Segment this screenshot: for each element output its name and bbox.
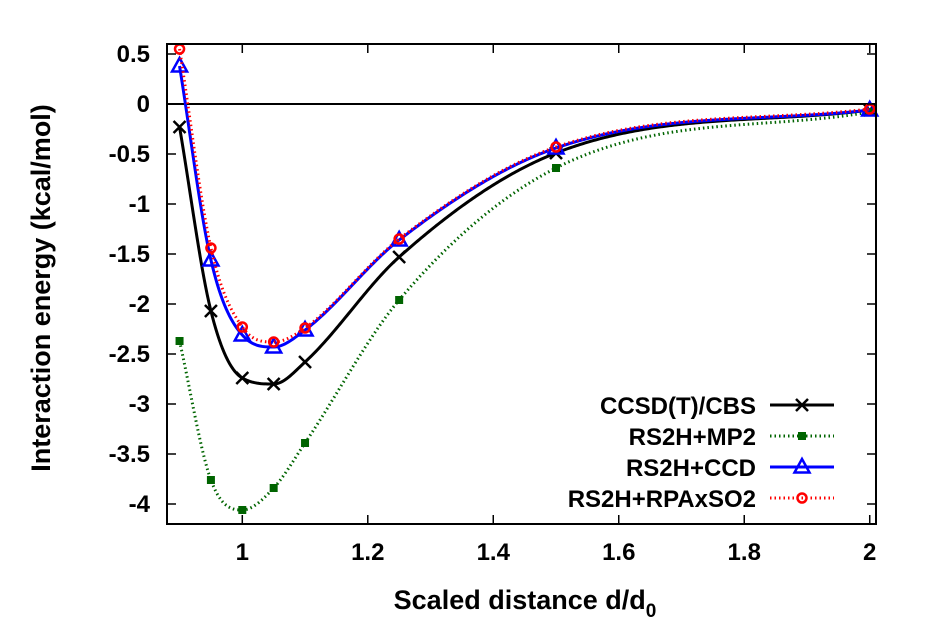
legend-label: RS2H+MP2 bbox=[629, 424, 756, 451]
data-point-rs2h-rpaxso2 bbox=[299, 322, 311, 334]
x-axis-label-subscript: 0 bbox=[646, 601, 657, 622]
legend-swatch-marker bbox=[796, 492, 808, 504]
data-point-rs2h-mp2 bbox=[301, 439, 310, 447]
data-point-rs2h-rpaxso2 bbox=[267, 336, 280, 348]
legend-label: RS2H+CCD bbox=[626, 455, 756, 482]
data-point-rs2h-ccd bbox=[232, 324, 252, 342]
y-axis-label: Interaction energy (kcal/mol) bbox=[26, 104, 56, 472]
legend-label: CCSD(T)/CBS bbox=[600, 393, 756, 420]
data-point-ccsd-t-cbs bbox=[392, 250, 407, 264]
data-point-rs2h-mp2 bbox=[552, 164, 561, 172]
legend-swatch-marker bbox=[792, 456, 812, 474]
y-tick-label: -2 bbox=[129, 291, 150, 318]
legend-item-rs2h-ccd: RS2H+CCD bbox=[626, 455, 834, 482]
series-line-rs2h-rpaxso2 bbox=[178, 48, 870, 344]
legend-swatch-marker bbox=[795, 398, 809, 412]
series-line-ccsd-t-cbs bbox=[178, 108, 870, 386]
y-tick-label: -4 bbox=[129, 491, 151, 518]
x-tick-label: 1.6 bbox=[602, 539, 635, 566]
data-point-rs2h-rpaxso2 bbox=[205, 242, 217, 254]
legend-item-ccsd-t-cbs: CCSD(T)/CBS bbox=[600, 393, 834, 420]
data-point-rs2h-mp2 bbox=[175, 337, 184, 345]
legend-swatch-marker bbox=[798, 432, 806, 440]
y-tick-label: -1.5 bbox=[109, 241, 150, 268]
data-point-rs2h-rpaxso2 bbox=[173, 43, 186, 55]
data-point-rs2h-ccd bbox=[169, 55, 190, 73]
data-point-rs2h-rpaxso2 bbox=[236, 321, 249, 333]
data-point-ccsd-t-cbs bbox=[172, 120, 187, 134]
data-point-ccsd-t-cbs bbox=[204, 304, 218, 318]
y-tick-label: -3.5 bbox=[109, 441, 150, 468]
data-point-rs2h-mp2 bbox=[865, 108, 874, 116]
data-point-rs2h-rpaxso2 bbox=[393, 233, 405, 245]
x-tick-label: 1.8 bbox=[728, 539, 761, 566]
series-line-rs2h-mp2 bbox=[178, 110, 870, 512]
data-point-ccsd-t-cbs bbox=[235, 371, 250, 385]
data-point-rs2h-mp2 bbox=[269, 484, 278, 492]
legend: CCSD(T)/CBS RS2H+MP2 RS2H+CCD RS2H+RPAxSO2 bbox=[568, 393, 834, 513]
y-tick-label: 0 bbox=[137, 91, 150, 118]
legend-item-rs2h-rpaxso2: RS2H+RPAxSO2 bbox=[568, 486, 834, 513]
data-point-rs2h-rpaxso2 bbox=[550, 141, 562, 153]
data-point-ccsd-t-cbs bbox=[266, 377, 281, 391]
x-tick-label: 1 bbox=[236, 539, 249, 566]
x-tick-label: 2 bbox=[863, 539, 876, 566]
y-tick-label: -1 bbox=[129, 191, 150, 218]
y-tick-label: -0.5 bbox=[109, 141, 150, 168]
y-tick-label: -3 bbox=[129, 391, 150, 418]
x-tick-label: 1.2 bbox=[351, 539, 384, 566]
axes: 1 1.2 1.4 1.6 1.8 2 0.5 0 -0.5 -1 -1.5 -2 -2.5 -3 -3.5… bbox=[109, 41, 877, 566]
plot-area bbox=[167, 43, 880, 514]
y-tick-label: 0.5 bbox=[117, 41, 150, 68]
legend-label: RS2H+RPAxSO2 bbox=[568, 486, 756, 513]
y-tick-label: -2.5 bbox=[109, 341, 150, 368]
x-tick-label: 1.4 bbox=[477, 539, 511, 566]
data-point-rs2h-mp2 bbox=[206, 476, 215, 484]
plot-frame bbox=[166, 43, 877, 525]
data-point-rs2h-mp2 bbox=[238, 506, 247, 514]
x-axis-label: Scaled distance d/d0 bbox=[394, 585, 657, 622]
legend-item-rs2h-mp2: RS2H+MP2 bbox=[629, 424, 834, 451]
data-point-rs2h-mp2 bbox=[395, 296, 404, 304]
x-axis-label-main: Scaled distance d/d bbox=[394, 585, 646, 615]
data-point-ccsd-t-cbs bbox=[298, 355, 312, 369]
series-line-rs2h-ccd bbox=[178, 65, 870, 349]
